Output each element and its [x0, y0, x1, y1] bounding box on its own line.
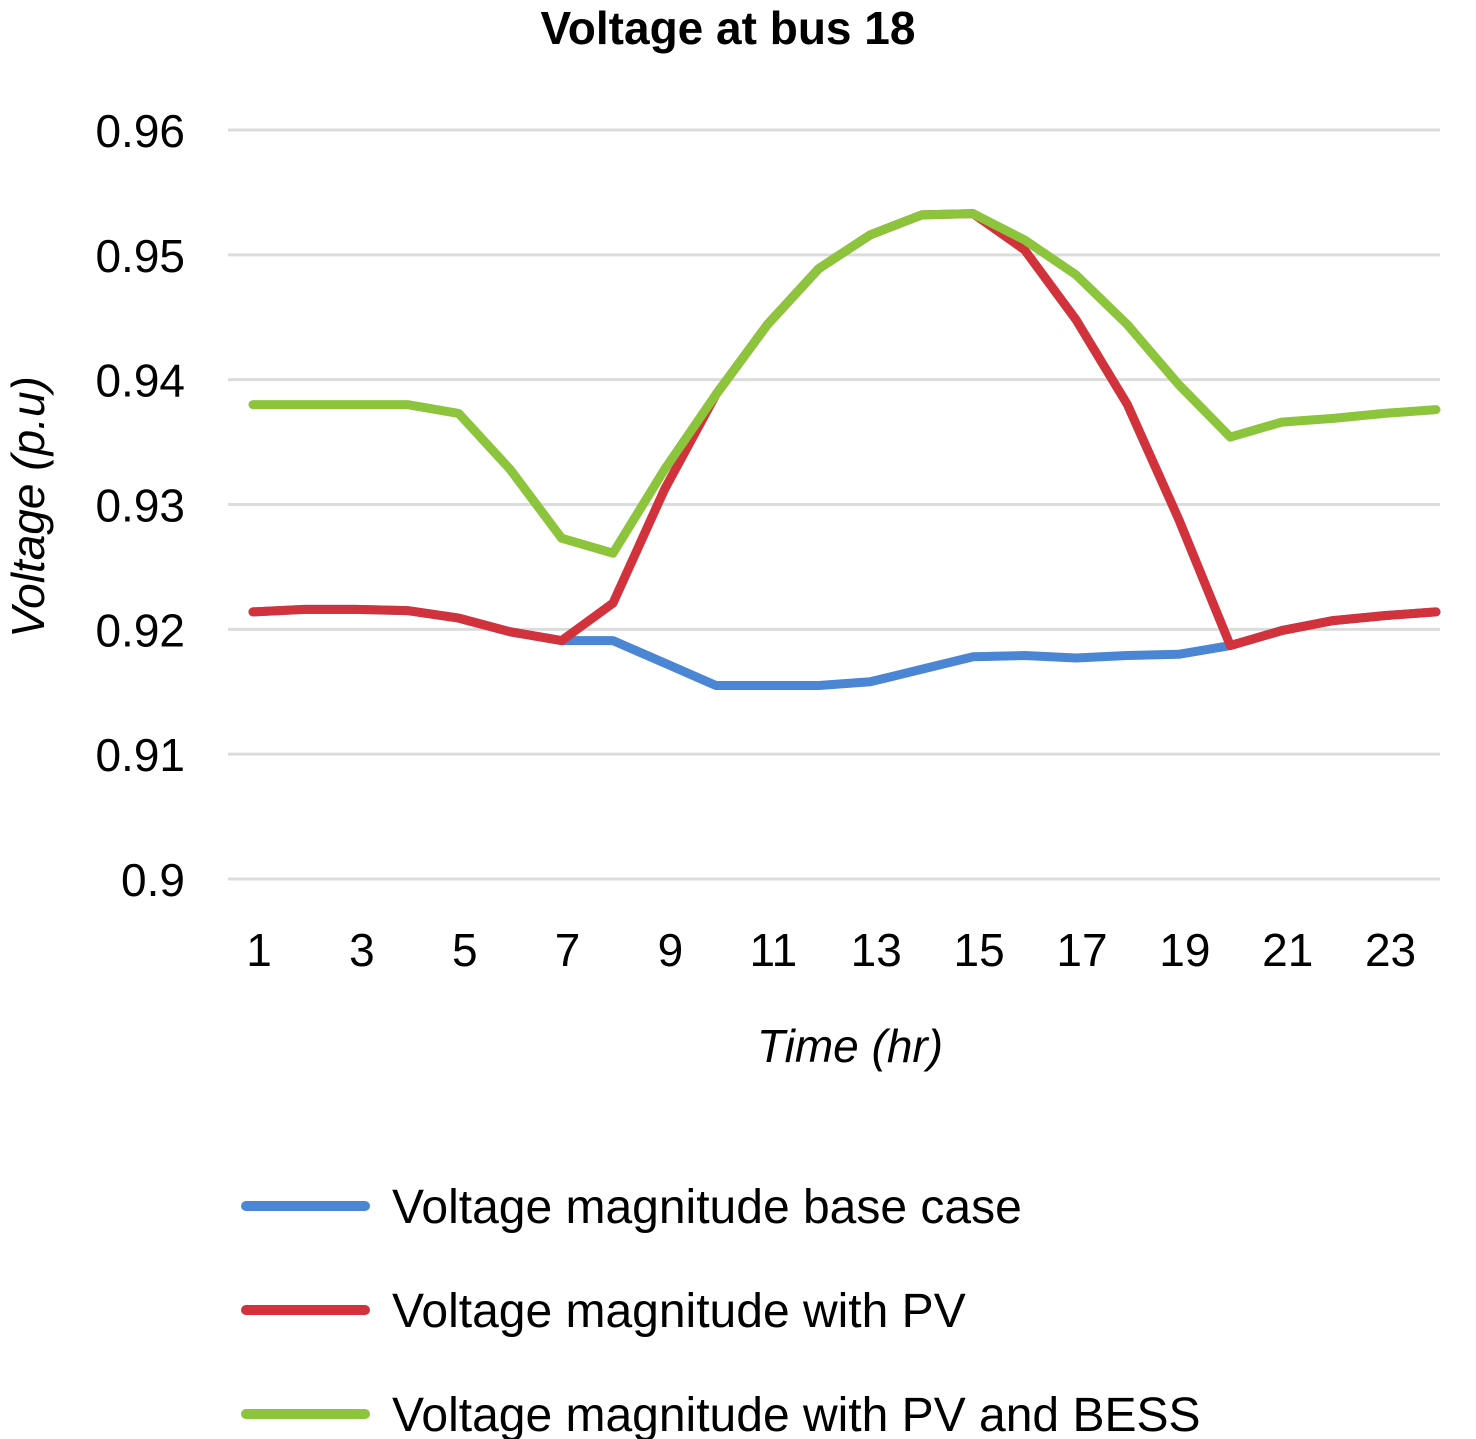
x-tick-label: 17 [1056, 924, 1107, 976]
legend-item: Voltage magnitude with PV and BESS [241, 1389, 1201, 1439]
chart-title: Voltage at bus 18 [541, 2, 916, 54]
legend-label: Voltage magnitude with PV and BESS [392, 1389, 1201, 1439]
x-tick-label: 7 [555, 924, 581, 976]
series-line-3 [248, 209, 1441, 558]
y-tick-label: 0.92 [95, 604, 185, 656]
y-tick-label: 0.93 [95, 480, 185, 532]
x-tick-label: 5 [452, 924, 478, 976]
x-axis-label: Time (hr) [757, 1020, 943, 1072]
y-tick-label: 0.94 [95, 355, 185, 407]
x-tick-label: 9 [658, 924, 684, 976]
y-tick-label: 0.95 [95, 230, 185, 282]
y-tick-label: 0.9 [121, 854, 185, 906]
y-tick-label: 0.91 [95, 729, 185, 781]
x-tick-label: 3 [349, 924, 375, 976]
legend-label: Voltage magnitude with PV [392, 1285, 966, 1338]
x-tick-label: 11 [749, 924, 797, 976]
y-tick-label: 0.96 [95, 105, 185, 157]
legend-item: Voltage magnitude base case [241, 1181, 1022, 1234]
x-tick-label: 13 [851, 924, 902, 976]
x-tick-label: 19 [1159, 924, 1210, 976]
series-line-1 [248, 604, 1441, 690]
legend: Voltage magnitude base case Voltage magni… [241, 1181, 1201, 1439]
legend-item: Voltage magnitude with PV [241, 1285, 966, 1338]
x-tick-labels: 1 3 5 7 9 11 13 15 17 19 21 23 [246, 924, 1416, 976]
x-tick-label: 15 [954, 924, 1005, 976]
y-axis-label: Voltage (p.u) [2, 376, 54, 638]
x-tick-label: 1 [246, 924, 272, 976]
gridlines [228, 128, 1440, 881]
legend-label: Voltage magnitude base case [392, 1181, 1022, 1234]
x-tick-label: 21 [1262, 924, 1313, 976]
x-tick-label: 23 [1365, 924, 1416, 976]
series-lines [248, 209, 1441, 690]
y-tick-labels: 0.96 0.95 0.94 0.93 0.92 0.91 0.9 [95, 105, 185, 906]
